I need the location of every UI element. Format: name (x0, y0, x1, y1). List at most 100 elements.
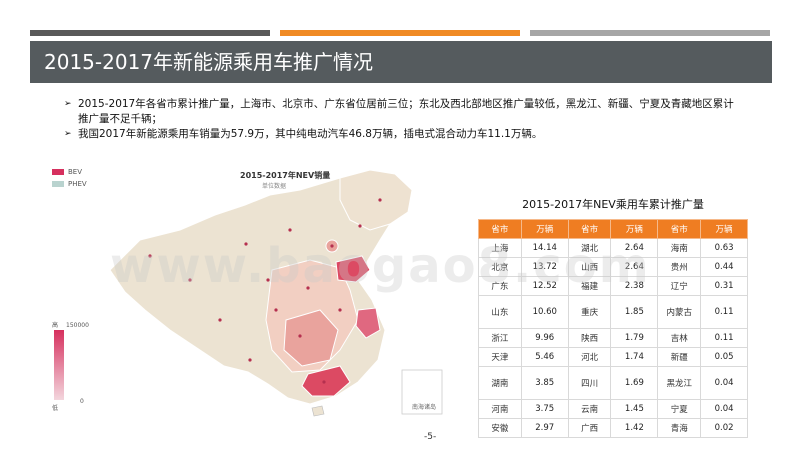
table-cell-province: 重庆 (567, 295, 612, 329)
table-cell-province: 山东 (478, 295, 522, 329)
table-row: 广东 12.52 福建 2.38 辽宁 0.31 (478, 276, 748, 296)
bullet-item: ➢ 2015-2017年各省市累计推广量，上海市、北京市、广东省位居前三位；东北… (64, 97, 744, 127)
nev-promotion-table: 省市 万辆 省市 万辆 省市 万辆 上海 14.14 湖北 2.64 海南 0.63 北京 1… (478, 219, 748, 438)
table-cell-volume: 9.96 (520, 328, 569, 348)
table-cell-volume: 5.46 (520, 347, 569, 367)
table-cell-volume: 0.11 (700, 295, 748, 329)
arrow-bullet-icon: ➢ (64, 99, 72, 109)
accent-bar-gray (30, 30, 270, 36)
arrow-bullet-icon: ➢ (64, 129, 72, 139)
map-zhejiang (355, 307, 381, 339)
city-markers (148, 198, 382, 384)
table-cell-volume: 13.72 (520, 257, 569, 277)
accent-bar-orange (280, 30, 520, 36)
table-cell-volume: 3.75 (520, 399, 569, 419)
table-cell-province: 青海 (657, 418, 702, 438)
table-cell-volume: 0.05 (700, 347, 748, 367)
table-cell-province: 河北 (567, 347, 612, 367)
table-cell-province: 辽宁 (657, 276, 702, 296)
bullet-list: ➢ 2015-2017年各省市累计推广量，上海市、北京市、广东省位居前三位；东北… (64, 97, 744, 142)
map-title: 2015-2017年NEV销量 (240, 171, 331, 180)
table-cell-volume: 1.74 (610, 347, 659, 367)
table-row: 上海 14.14 湖北 2.64 海南 0.63 (478, 238, 748, 258)
table-cell-volume: 0.11 (700, 328, 748, 348)
table-cell-volume: 1.42 (610, 418, 659, 438)
table-row: 山东 10.60 重庆 1.85 内蒙古 0.11 (478, 295, 748, 329)
table-cell-volume: 0.04 (700, 399, 748, 419)
scale-max-label: 150000 (66, 322, 89, 329)
table-row: 湖南 3.85 四川 1.69 黑龙江 0.04 (478, 366, 748, 400)
south-china-sea-label: 南海诸岛 (412, 404, 437, 411)
table-cell-volume: 0.31 (700, 276, 748, 296)
map-guangdong (301, 365, 351, 397)
table-cell-volume: 0.63 (700, 238, 748, 258)
table-cell-volume: 1.85 (610, 295, 659, 329)
map-northeast (339, 169, 413, 231)
table-cell-volume: 1.79 (610, 328, 659, 348)
scale-high-label: 高 (52, 322, 59, 329)
table-cell-province: 陕西 (567, 328, 612, 348)
header-province: 省市 (478, 219, 522, 239)
page-title: 2015-2017年新能源乘用车推广情况 (44, 50, 374, 74)
table-cell-province: 广西 (567, 418, 612, 438)
table-cell-province: 宁夏 (657, 399, 702, 419)
table-cell-province: 内蒙古 (657, 295, 702, 329)
table-cell-province: 安徽 (478, 418, 522, 438)
watermark-text: www.baogao8.com (110, 238, 651, 294)
table-cell-province: 浙江 (478, 328, 522, 348)
table-cell-province: 吉林 (657, 328, 702, 348)
table-title: 2015-2017年NEV乘用车累计推广量 (522, 198, 704, 211)
page-number: -5- (424, 432, 437, 442)
header-province: 省市 (657, 219, 702, 239)
table-row: 天津 5.46 河北 1.74 新疆 0.05 (478, 347, 748, 367)
table-cell-province: 河南 (478, 399, 522, 419)
map-shandong (335, 255, 371, 283)
header-volume: 万辆 (700, 219, 748, 239)
table-cell-province: 湖南 (478, 366, 522, 400)
china-map (109, 169, 443, 417)
table-cell-province: 黑龙江 (657, 366, 702, 400)
table-row: 北京 13.72 山西 2.64 贵州 0.44 (478, 257, 748, 277)
header-province: 省市 (567, 219, 612, 239)
bullet-text: 我国2017年新能源乘用车销量为57.9万，其中纯电动汽车46.8万辆，插电式混… (78, 128, 543, 140)
legend-label: PHEV (68, 180, 87, 188)
table-cell-province: 贵州 (657, 257, 702, 277)
map-mid-shade (283, 309, 339, 367)
legend-label: BEV (68, 168, 83, 176)
table-cell-volume: 2.64 (610, 238, 659, 258)
table-cell-volume: 0.44 (700, 257, 748, 277)
table-cell-province: 新疆 (657, 347, 702, 367)
map-subtitle: 单位数据 (262, 183, 287, 190)
table-cell-volume: 10.60 (520, 295, 569, 329)
table-cell-volume: 0.02 (700, 418, 748, 438)
header-volume: 万辆 (520, 219, 569, 239)
header-volume: 万辆 (610, 219, 659, 239)
table-cell-volume: 2.97 (520, 418, 569, 438)
table-cell-volume: 1.45 (610, 399, 659, 419)
table-cell-volume: 3.85 (520, 366, 569, 400)
legend-item-phev: PHEV (52, 180, 87, 188)
scale-min-label: 0 (80, 398, 84, 405)
table-cell-province: 天津 (478, 347, 522, 367)
scale-low-label: 低 (52, 405, 59, 412)
legend-item-bev: BEV (52, 168, 82, 176)
table-cell-volume: 0.04 (700, 366, 748, 400)
table-row: 河南 3.75 云南 1.45 宁夏 0.04 (478, 399, 748, 419)
nev-table-container: 省市 万辆 省市 万辆 省市 万辆 上海 14.14 湖北 2.64 海南 0.63 北京 1… (478, 219, 748, 450)
bullet-item: ➢ 我国2017年新能源乘用车销量为57.9万，其中纯电动汽车46.8万辆，插电… (64, 127, 744, 142)
table-cell-province: 海南 (657, 238, 702, 258)
sea-inset (401, 369, 443, 415)
map-hainan (311, 405, 325, 417)
table-cell-volume: 1.69 (610, 366, 659, 400)
table-row: 安徽 2.97 广西 1.42 青海 0.02 (478, 418, 748, 438)
color-scale-bar (54, 330, 64, 400)
china-map-figure: BEV PHEV 2015-2017年NEV销量 单位数据 高 150000 低… (40, 160, 460, 430)
table-row: 浙江 9.96 陕西 1.79 吉林 0.11 (478, 328, 748, 348)
accent-bar-light-gray (530, 30, 770, 36)
table-cell-province: 云南 (567, 399, 612, 419)
table-header-row: 省市 万辆 省市 万辆 省市 万辆 (478, 219, 748, 239)
legend-swatch (52, 181, 64, 187)
table-cell-province: 四川 (567, 366, 612, 400)
bullet-text: 2015-2017年各省市累计推广量，上海市、北京市、广东省位居前三位；东北及西… (78, 98, 734, 125)
legend-swatch (52, 169, 64, 175)
